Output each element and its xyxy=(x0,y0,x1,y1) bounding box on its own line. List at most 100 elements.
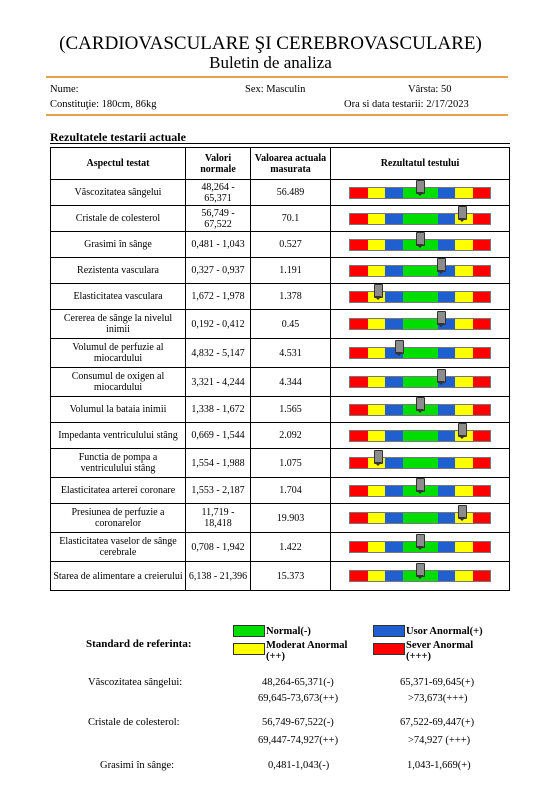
scale-segment-red xyxy=(350,542,368,552)
scale-segment-yellow xyxy=(367,319,385,329)
scale-segment-yellow xyxy=(367,571,385,581)
header-bottom-rule xyxy=(46,114,508,116)
header-normal-values: Valori normale xyxy=(185,147,251,180)
ref-range-normal: 48,264-65,371(-) xyxy=(262,677,334,688)
scale-segment-red xyxy=(350,239,368,250)
cell-measured-value: 1.075 xyxy=(250,448,331,478)
scale-segment-yellow xyxy=(455,291,473,302)
scale-segment-red xyxy=(350,213,368,224)
scale-segment-blue xyxy=(385,458,403,468)
legend-moderat-line1: Moderat Anormal xyxy=(266,640,348,651)
cell-measured-value: 0.527 xyxy=(250,231,331,258)
scale-segment-green xyxy=(402,571,420,581)
result-scale-bar xyxy=(349,231,491,251)
table-row: Starea de alimentare a creierului 6,138 -… xyxy=(50,561,510,591)
scale-segment-green xyxy=(420,319,438,329)
cell-measured-value: 2.092 xyxy=(250,422,331,449)
result-marker-icon xyxy=(437,311,446,327)
result-marker-icon xyxy=(458,205,467,222)
ref-range-usor: 67,522-69,447(+) xyxy=(400,717,475,728)
ref-name-colesterol: Cristale de colesterol: xyxy=(88,717,180,728)
cell-aspect: Volumul la bataia inimii xyxy=(50,396,186,423)
scale-segment-green xyxy=(420,542,438,552)
cell-measured-value: 70.1 xyxy=(250,205,331,232)
scale-segment-green xyxy=(402,319,420,329)
scale-segment-red xyxy=(472,404,490,415)
scale-segment-blue xyxy=(385,542,403,552)
scale-segment-green xyxy=(420,430,438,441)
cell-measured-value: 56.489 xyxy=(250,179,331,206)
scale-segment-red xyxy=(472,187,490,198)
ref-range-sever: >73,673(+++) xyxy=(408,693,468,704)
cell-aspect: Presiunea de perfuzie a coronarelor xyxy=(50,503,186,533)
result-marker-icon xyxy=(416,563,425,579)
scale-segment-red xyxy=(472,571,490,581)
cell-normal-range: 0,669 - 1,544 xyxy=(185,422,251,449)
header-measured-value: Valoarea actuala masurata xyxy=(250,147,331,180)
scale-segment-blue xyxy=(437,239,455,250)
scale-segment-yellow xyxy=(455,348,473,358)
cell-normal-range: 0,708 - 1,942 xyxy=(185,532,251,562)
scale-segment-blue xyxy=(385,377,403,387)
cell-aspect: Elasticitatea vasculara xyxy=(50,283,186,310)
scale-segment-blue xyxy=(385,348,403,358)
cell-result-bar xyxy=(330,231,510,258)
ref-range-usor: 65,371-69,645(+) xyxy=(400,677,475,688)
ref-range-moderat: 69,447-74,927(++) xyxy=(258,735,339,746)
cell-normal-range: 0,327 - 0,937 xyxy=(185,257,251,284)
ref-range-usor: 1,043-1,669(+) xyxy=(407,760,471,771)
result-scale-bar xyxy=(349,396,491,416)
cell-normal-range: 1,672 - 1,978 xyxy=(185,283,251,310)
result-marker-icon xyxy=(416,534,425,550)
scale-segment-yellow xyxy=(367,348,385,358)
cell-measured-value: 1.704 xyxy=(250,477,331,504)
scale-segment-red xyxy=(472,213,490,224)
result-scale-bar xyxy=(349,422,491,442)
result-scale-bar xyxy=(349,450,491,469)
scale-segment-blue xyxy=(437,319,455,329)
ref-name-grasimi: Grasimi în sânge: xyxy=(100,760,175,771)
scale-segment-green xyxy=(420,485,438,496)
cell-measured-value: 1.565 xyxy=(250,396,331,423)
scale-segment-green xyxy=(420,377,438,387)
scale-segment-green xyxy=(420,187,438,198)
table-row: Rezistenta vasculara 0,327 - 0,937 1.191 xyxy=(50,257,510,284)
scale-segment-blue xyxy=(437,571,455,581)
scale-segment-yellow xyxy=(367,404,385,415)
table-row: Văscozitatea sângelui 48,264 - 65,371 56.4… xyxy=(50,179,510,206)
legend-moderat-line2: (++) xyxy=(266,651,285,662)
table-row: Impedanta ventriculului stâng 0,669 - 1,5… xyxy=(50,422,510,449)
scale-segment-yellow xyxy=(455,458,473,468)
cell-normal-range: 1,338 - 1,672 xyxy=(185,396,251,423)
scale-segment-blue xyxy=(437,348,455,358)
cell-aspect: Elasticitatea arterei coronare xyxy=(50,477,186,504)
cell-normal-range: 48,264 - 65,371 xyxy=(185,179,251,206)
scale-segment-blue xyxy=(437,213,455,224)
scale-segment-yellow xyxy=(367,377,385,387)
result-scale-bar xyxy=(349,505,491,524)
scale-segment-red xyxy=(472,291,490,302)
cell-result-bar xyxy=(330,532,510,562)
legend-normal-label: Normal(-) xyxy=(266,626,311,637)
cell-normal-range: 4,832 - 5,147 xyxy=(185,338,251,368)
result-scale-bar xyxy=(349,311,491,330)
scale-segment-red xyxy=(350,513,368,523)
result-scale-bar xyxy=(349,369,491,388)
scale-segment-red xyxy=(472,348,490,358)
scale-segment-yellow xyxy=(455,239,473,250)
cell-aspect: Volumul de perfuzie al miocardului xyxy=(50,338,186,368)
reference-standard-label: Standard de referinta: xyxy=(86,638,192,650)
ref-name-viscozitate: Văscozitatea sângelui: xyxy=(88,677,183,688)
cell-result-bar xyxy=(330,367,510,397)
scale-segment-blue xyxy=(437,291,455,302)
scale-segment-red xyxy=(350,458,368,468)
result-scale-bar xyxy=(349,283,491,303)
scale-segment-blue xyxy=(437,513,455,523)
scale-segment-green xyxy=(420,265,438,276)
result-marker-icon xyxy=(437,257,446,274)
scale-segment-green xyxy=(420,213,438,224)
scale-segment-blue xyxy=(385,430,403,441)
result-marker-icon xyxy=(374,283,383,300)
results-header-row: Aspectul testat Valori normale Valoarea … xyxy=(50,147,510,180)
cell-normal-range: 56,749 - 67,522 xyxy=(185,205,251,232)
